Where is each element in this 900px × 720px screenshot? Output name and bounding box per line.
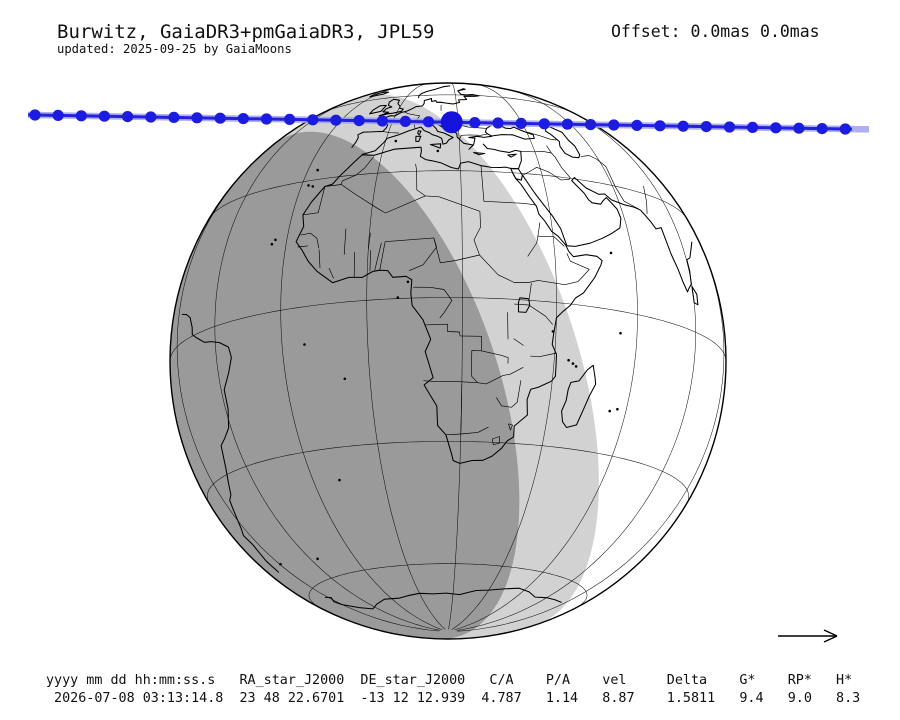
closest-approach-dot [440, 111, 463, 134]
small-island-layer [270, 139, 622, 566]
plot-subtitle: updated: 2025-09-25 by GaiaMoons [57, 42, 292, 56]
event-table-header: yyyy mm dd hh:mm:ss.s RA_star_J2000 DE_s… [46, 673, 853, 688]
country-border-layer [297, 104, 648, 446]
night-shadow-layer [170, 94, 599, 639]
direction-arrow-icon [778, 629, 838, 643]
occultation-track [27, 109, 870, 135]
globe-outline [169, 82, 727, 640]
plot-title: Burwitz, GaiaDR3+pmGaiaDR3, JPL59 [57, 21, 435, 43]
offset-readout: Offset: 0.0mas 0.0mas [611, 22, 820, 41]
event-table-row: 2026-07-08 03:13:14.8 23 48 22.6701 -13 … [46, 691, 861, 706]
